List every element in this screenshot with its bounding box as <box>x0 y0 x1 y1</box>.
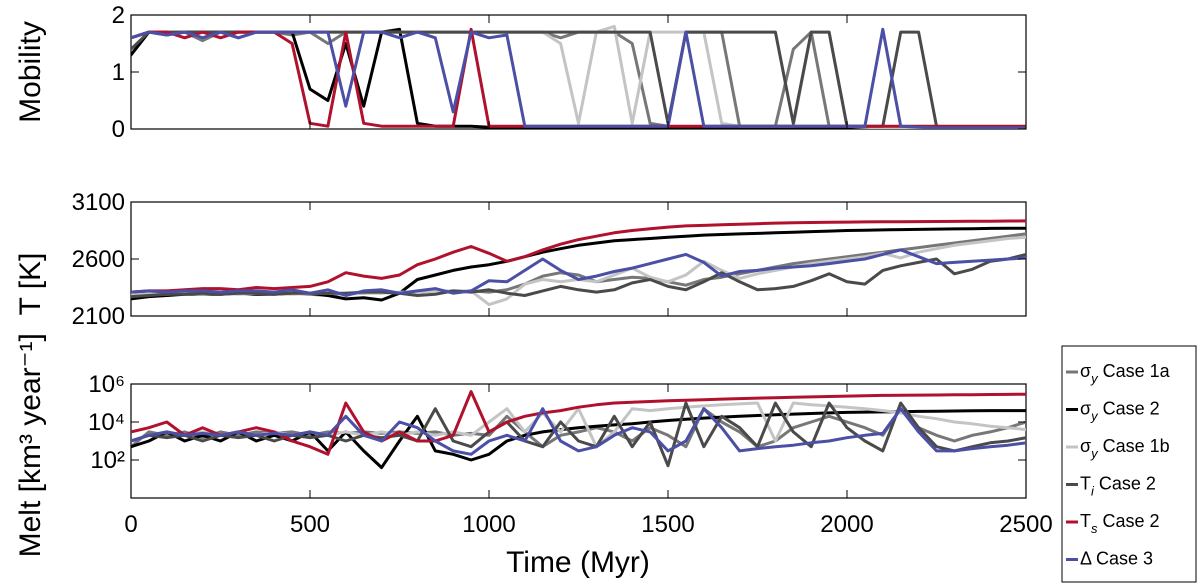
x-tick-label: 500 <box>290 511 330 538</box>
mobility-series-delta-case-3 <box>131 27 1026 129</box>
legend-entry: σy Case 2 <box>1080 399 1160 424</box>
temperature-ylabel: T [K] <box>14 253 47 316</box>
temperature-ticks: 2100 2600 3100 <box>72 189 1027 330</box>
x-tick-label: 1500 <box>641 511 694 538</box>
melt-panel: 10² 10⁴ 10⁶ <box>88 371 1027 499</box>
melt-ytick-label: 10² <box>90 447 125 474</box>
temperature-panel: 2100 2600 3100 <box>72 189 1027 330</box>
temperature-ytick-label: 2600 <box>72 246 125 273</box>
temperature-series-layer <box>131 219 1026 307</box>
melt-series-layer <box>131 390 1026 470</box>
temperature-ytick-label: 3100 <box>72 189 125 216</box>
melt-series-sigma-case-2 <box>131 409 1026 470</box>
melt-ytick-label: 10⁴ <box>88 409 125 436</box>
melt-ytick-label: 10⁶ <box>88 371 125 398</box>
melt-ylabel: Melt [km³ year⁻¹] <box>14 333 47 557</box>
x-tick-label: 0 <box>124 511 137 538</box>
x-tick-label: 2500 <box>999 511 1052 538</box>
melt-series-ti-case-2 <box>131 401 1026 468</box>
mobility-ytick-label: 0 <box>112 116 125 143</box>
legend: σy Case 1a σy Case 2 σy Case 1b Ti Case 2 Ts… <box>1061 345 1197 583</box>
x-tick-label: 1000 <box>462 511 515 538</box>
mobility-ylabel: Mobility <box>14 21 47 123</box>
legend-entry: σy Case 1a <box>1080 361 1171 386</box>
x-tick-label: 2000 <box>820 511 873 538</box>
temperature-ytick-label: 2100 <box>72 303 125 330</box>
mobility-series-layer <box>131 24 1026 129</box>
legend-entry: Ts Case 2 <box>1080 511 1160 536</box>
temperature-series-ts-case-2 <box>131 219 1026 294</box>
mobility-ytick-label: 1 <box>112 59 125 86</box>
temperature-series-ti-case-2 <box>131 252 1026 299</box>
melt-temperature-ylabel: Melt [km³ year⁻¹] T [K] <box>14 253 47 558</box>
legend-box <box>1061 345 1197 583</box>
mobility-panel: 0 1 2 Mobility <box>14 2 1027 143</box>
melt-ticks: 10² 10⁴ 10⁶ <box>88 371 1027 498</box>
mobility-ticks: 0 1 2 <box>112 2 1027 143</box>
melt-series-delta-case-3 <box>131 407 1026 456</box>
x-axis-label: Time (Myr) <box>506 546 650 579</box>
mobility-ytick-label: 2 <box>112 2 125 29</box>
temperature-axes-box <box>130 201 1027 317</box>
legend-entry: Δ Case 3 <box>1080 549 1153 569</box>
legend-entry: σy Case 1b <box>1080 436 1170 461</box>
legend-entry: Ti Case 2 <box>1080 474 1156 499</box>
temperature-series-delta-case-3 <box>131 248 1026 297</box>
x-tick-labels: 0 500 1000 1500 2000 2500 <box>124 511 1052 538</box>
